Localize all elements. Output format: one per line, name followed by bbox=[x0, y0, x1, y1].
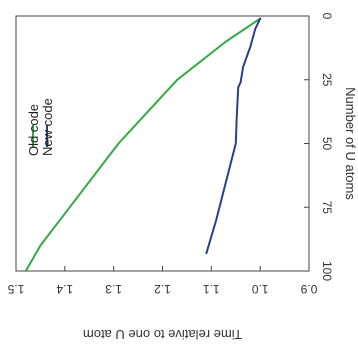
series-line-new-code bbox=[205, 17, 262, 255]
y-tick-labels: 0.9 1.0 1.1 1.2 1.3 1.4 1.5 bbox=[7, 282, 317, 296]
legend: Old code New code bbox=[26, 98, 55, 156]
series-line-old-code bbox=[24, 17, 262, 272]
y-tick-label: 1.4 bbox=[56, 282, 73, 296]
y-axis-label: Time relative to one U atom bbox=[83, 327, 242, 342]
series-lines bbox=[24, 17, 262, 272]
plot-frame bbox=[15, 15, 310, 272]
x-tick-label: 100 bbox=[320, 261, 334, 281]
x-axis-label: Number of U atoms bbox=[343, 87, 358, 200]
y-tick-label: 0.9 bbox=[300, 282, 317, 296]
legend-label-old-code: Old code bbox=[26, 104, 41, 156]
y-tick-label: 1.2 bbox=[154, 282, 171, 296]
x-tick-label: 50 bbox=[320, 137, 334, 151]
legend-label-new-code: New code bbox=[40, 98, 55, 156]
y-tick-label: 1.0 bbox=[252, 282, 269, 296]
x-tick-label: 25 bbox=[320, 73, 334, 87]
x-tick-labels: 0 25 50 75 100 bbox=[320, 13, 334, 282]
y-tick-label: 1.5 bbox=[7, 282, 24, 296]
x-tick-label: 0 bbox=[320, 13, 334, 20]
x-tick-label: 75 bbox=[320, 201, 334, 215]
tick-marks bbox=[15, 15, 310, 272]
y-tick-label: 1.3 bbox=[105, 282, 122, 296]
y-tick-label: 1.1 bbox=[203, 282, 220, 296]
